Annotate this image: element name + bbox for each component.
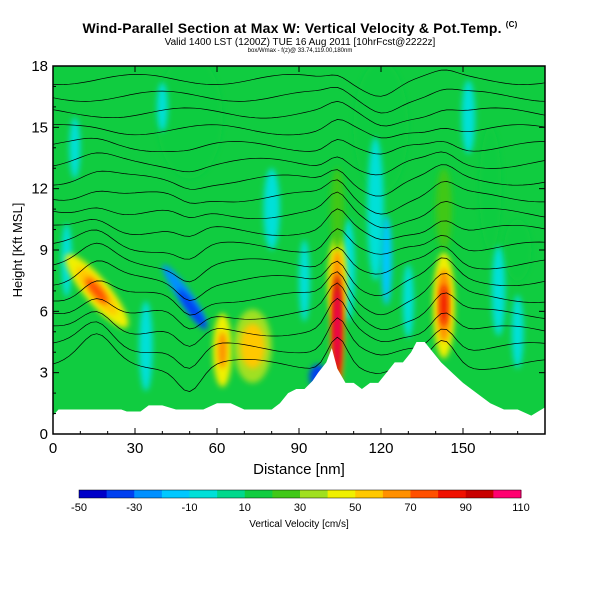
downdraft-cell	[69, 117, 81, 179]
downdraft-cell	[491, 245, 506, 336]
colorbar-frame	[78, 489, 522, 499]
velocity-field	[53, 66, 545, 434]
downdraft-cell	[263, 168, 280, 250]
y-tick-label: 3	[40, 365, 48, 382]
theta-contour	[53, 282, 545, 330]
colorbar-tick-label: 30	[294, 502, 306, 514]
theta-contour	[53, 297, 545, 347]
downdraft-cell	[461, 80, 476, 154]
colorbar-tick-label: 110	[512, 502, 530, 514]
weak-motion-cell	[156, 66, 223, 179]
downdraft-cell	[177, 288, 208, 330]
downdraft-cell	[402, 264, 414, 338]
colorbar-label: Vertical Velocity [cm/s]	[249, 519, 349, 530]
theta-contour	[53, 151, 545, 176]
colorbar-tick-label: 10	[239, 502, 251, 514]
x-tick-label: 0	[49, 440, 57, 457]
downdraft-cell	[367, 137, 384, 281]
colorbar-swatch	[106, 490, 135, 498]
colorbar-tick-label: -30	[126, 502, 142, 514]
theta-contour	[53, 119, 545, 139]
colorbar-swatch	[382, 490, 411, 498]
colorbar-swatch	[272, 490, 301, 498]
y-tick-label: 18	[31, 58, 48, 75]
colorbar-tick-label: 70	[404, 502, 416, 514]
theta-contour	[53, 208, 545, 241]
colorbar-swatch	[355, 490, 384, 498]
axes: 0 30 60 90 120 150 0 3 6 9 12 15 18	[31, 58, 545, 457]
theta-contour	[53, 317, 545, 369]
x-tick-label: 120	[368, 440, 393, 457]
theta-contour	[53, 257, 545, 301]
colorbar-swatch	[79, 490, 108, 498]
theta-contour	[53, 228, 545, 260]
y-tick-label: 12	[31, 181, 48, 198]
theta-contour	[53, 137, 545, 155]
x-tick-label: 60	[209, 440, 226, 457]
theta-contour	[53, 69, 545, 97]
colorbar-tick-label: -50	[71, 502, 87, 514]
x-tick-label: 90	[291, 440, 308, 457]
x-axis-label: Distance [nm]	[253, 461, 345, 478]
location-line: box/Wmax - f(z)@ 33.74,119.00,180nm	[247, 48, 353, 54]
theta-contour	[53, 86, 545, 114]
updraft-cell	[435, 168, 453, 250]
x-tick-label: 150	[450, 440, 475, 457]
colorbar-swatch	[134, 490, 163, 498]
theta-contour	[53, 271, 545, 316]
y-axis-label: Height [Kft MSL]	[10, 203, 25, 298]
colorbar-swatch	[189, 490, 218, 498]
y-tick-label: 6	[40, 303, 48, 320]
valid-time-line: Valid 1400 LST (1200Z) TUE 16 Aug 2011 […	[164, 37, 436, 48]
colorbar-tick-label: -10	[182, 502, 198, 514]
chart-title: Wind-Parallel Section at Max W: Vertical…	[82, 20, 518, 36]
colorbar-swatch	[161, 490, 190, 498]
theta-contour	[53, 164, 545, 197]
colorbar-swatch	[465, 490, 494, 498]
theta-contour	[53, 101, 545, 127]
terrain-mask	[53, 342, 545, 434]
colorbar-swatch	[217, 490, 246, 498]
y-tick-label: 9	[40, 242, 48, 259]
colorbar-swatch	[410, 490, 439, 498]
downdraft-cell	[381, 215, 392, 306]
theta-contours	[53, 69, 545, 392]
theta-contour	[53, 242, 545, 283]
colorbar-tick-label: 90	[460, 502, 472, 514]
colorbar-swatch	[300, 490, 329, 498]
y-tick-label: 0	[40, 426, 48, 443]
updraft-cell	[440, 284, 448, 326]
downdraft-cell	[139, 301, 153, 392]
updraft-cell	[218, 331, 227, 369]
terrain	[53, 342, 545, 434]
downdraft-cell	[299, 239, 310, 322]
colorbar-tick-label: 50	[349, 502, 361, 514]
colorbar-swatch	[244, 490, 273, 498]
weak-motion-cell	[504, 219, 532, 281]
updraft-cell	[85, 277, 108, 304]
theta-contour	[53, 191, 545, 229]
colorbar: -50 -30 -10 10 30 50 70 90 110	[71, 489, 530, 514]
colorbar-swatch	[493, 490, 522, 498]
theta-contour	[53, 333, 545, 392]
updraft-cell	[334, 288, 340, 367]
theta-contour	[53, 179, 545, 215]
weak-motion-cell	[353, 66, 409, 193]
weak-motion-cell	[479, 127, 502, 250]
colorbar-swatch	[327, 490, 356, 498]
y-tick-label: 15	[31, 119, 48, 136]
x-tick-label: 30	[127, 440, 144, 457]
colorbar-swatch	[438, 490, 467, 498]
downdraft-cell	[511, 294, 524, 369]
downdraft-cell	[156, 82, 168, 132]
